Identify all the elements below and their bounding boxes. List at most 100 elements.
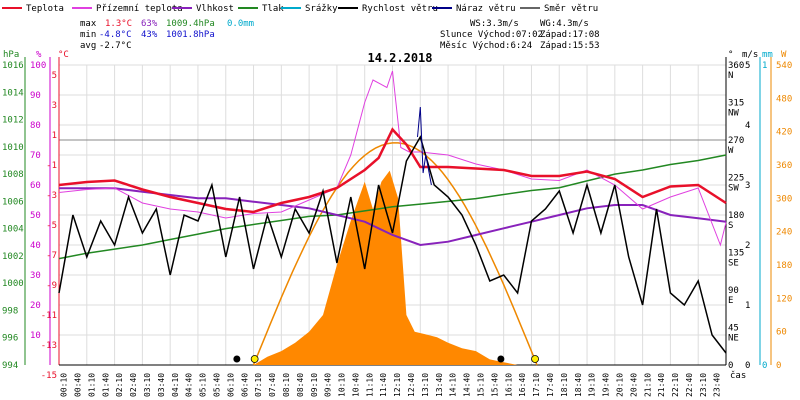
tick-pct: 60 xyxy=(30,181,41,191)
tick-x: 00:10 xyxy=(60,373,69,397)
stat-max-label: max xyxy=(80,19,97,29)
tick-x: 20:40 xyxy=(629,373,638,397)
axis-ms-title: m/s xyxy=(742,50,758,60)
tick-hpa: 996 xyxy=(2,334,18,344)
tick-degc: -3 xyxy=(46,191,57,201)
legend-label-3: Tlak xyxy=(262,4,284,14)
sunset-icon xyxy=(531,355,539,363)
tick-x: 16:40 xyxy=(518,373,527,397)
solar-envelope xyxy=(252,142,538,366)
stat-avg-temp: -2.7°C xyxy=(99,41,132,51)
tick-wm: 60 xyxy=(776,328,787,338)
tick-hpa: 1004 xyxy=(2,225,24,235)
tick-wm: 480 xyxy=(776,94,792,104)
tick-hpa: 1008 xyxy=(2,170,24,180)
legend-label-4: Srážky xyxy=(305,4,338,14)
tick-ms: 0 xyxy=(745,361,750,371)
tick-x: 22:10 xyxy=(671,373,680,397)
tick-ms: 1 xyxy=(745,301,750,311)
tick-pct: 20 xyxy=(30,301,41,311)
tick-x: 15:10 xyxy=(477,373,486,397)
tick-x: 23:10 xyxy=(699,373,708,397)
axis-mm-title: mm xyxy=(762,50,773,60)
tick-ms: 3 xyxy=(745,181,750,191)
stat-moonrise: Měsíc Východ:6:24 xyxy=(440,41,532,51)
tick-x: 21:40 xyxy=(657,373,666,397)
stat-max-rain: 0.0mm xyxy=(227,19,254,29)
tick-pct: 30 xyxy=(30,271,41,281)
tick-degc: -7 xyxy=(46,251,57,261)
tick-deg: 225 xyxy=(728,174,744,184)
tick-x: 07:40 xyxy=(268,373,277,397)
tick-hpa: 1012 xyxy=(2,116,24,126)
tick-x: 18:10 xyxy=(560,373,569,397)
tick-degc: -11 xyxy=(41,311,57,321)
stat-min-label: min xyxy=(80,30,96,40)
tick-x: 22:40 xyxy=(685,373,694,397)
tick-x: 20:10 xyxy=(615,373,624,397)
tick-x: 17:40 xyxy=(546,373,555,397)
axis-pct-title: % xyxy=(36,50,42,60)
tick-degc: 5 xyxy=(52,71,57,81)
tick-x: 19:10 xyxy=(588,373,597,397)
tick-pct: 100 xyxy=(30,61,46,71)
tick-x: 04:40 xyxy=(185,373,194,397)
tick-x: 01:40 xyxy=(101,373,110,397)
stat-wg: WG:4.3m/s xyxy=(540,19,589,29)
tick-x: 03:10 xyxy=(143,373,152,397)
axis-x-title: čas xyxy=(730,370,746,381)
series-wind xyxy=(58,135,727,354)
tick-x: 06:40 xyxy=(240,373,249,397)
tick-x: 11:40 xyxy=(379,373,388,397)
tick-x: 02:10 xyxy=(115,373,124,397)
plot-area xyxy=(58,70,727,366)
tick-hpa: 994 xyxy=(2,361,18,371)
tick-x: 10:10 xyxy=(338,373,347,397)
tick-deg: 90 xyxy=(728,286,739,296)
tick-x: 19:40 xyxy=(602,373,611,397)
legend: Teplota Přízemní teplota Vlhkost Tlak Srážky… xyxy=(2,4,598,14)
tick-degc: -5 xyxy=(46,221,57,231)
legend-label-2: Vlhkost xyxy=(196,4,234,14)
tick-pct: 90 xyxy=(30,91,41,101)
tick-degc: -13 xyxy=(41,341,57,351)
axis-deg-title: ° xyxy=(728,50,733,60)
axis-degc-title: °C xyxy=(58,50,69,60)
tick-deg: 135 xyxy=(728,249,744,259)
tick-x: 13:10 xyxy=(421,373,430,397)
tick-x: 16:10 xyxy=(504,373,513,397)
tick-pct: 80 xyxy=(30,121,41,131)
tick-ms: 2 xyxy=(745,241,750,251)
stat-max-press: 1009.4hPa xyxy=(166,19,215,29)
tick-ms: 4 xyxy=(745,121,750,131)
tick-x: 06:10 xyxy=(226,373,235,397)
stat-min-temp: -4.8°C xyxy=(99,30,132,40)
legend-label-5: Rychlost větru xyxy=(362,4,438,14)
tick-deg-dir: NE xyxy=(728,334,739,344)
tick-deg-dir: S xyxy=(728,221,733,231)
tick-deg: 270 xyxy=(728,136,744,146)
tick-degc: -1 xyxy=(46,161,57,171)
tick-x: 11:10 xyxy=(365,373,374,397)
tick-hpa: 1016 xyxy=(2,61,24,71)
tick-wm: 540 xyxy=(776,61,792,71)
tick-pct: 10 xyxy=(30,331,41,341)
tick-hpa: 1014 xyxy=(2,88,24,98)
chart-title: 14.2.2018 xyxy=(367,51,432,65)
axis-hpa-title: hPa xyxy=(3,50,19,60)
legend-label-0: Teplota xyxy=(26,4,64,14)
tick-hpa: 1006 xyxy=(2,197,24,207)
tick-x: 08:10 xyxy=(282,373,291,397)
tick-deg-dir: SE xyxy=(728,259,739,269)
tick-deg: 180 xyxy=(728,211,744,221)
sunrise-icon xyxy=(250,355,259,363)
tick-deg: 315 xyxy=(728,99,744,109)
stat-avg-label: avg xyxy=(80,41,96,51)
tick-deg: 360 xyxy=(728,61,744,71)
tick-x: 13:40 xyxy=(435,373,444,397)
tick-x: 14:40 xyxy=(463,373,472,397)
tick-hpa: 1002 xyxy=(2,252,24,262)
tick-mm: 1 xyxy=(762,61,767,71)
tick-ms: 5 xyxy=(745,61,750,71)
